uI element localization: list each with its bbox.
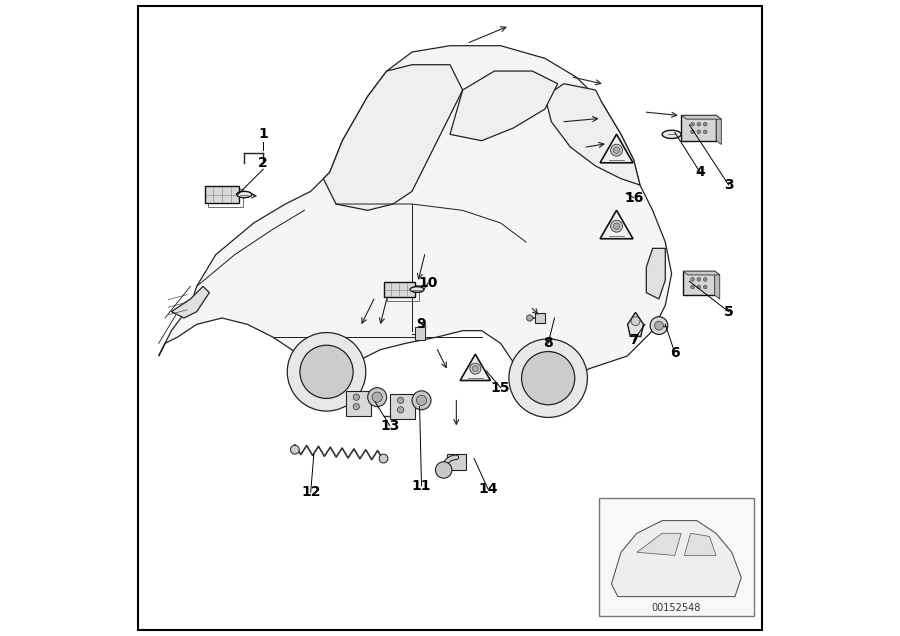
Polygon shape <box>684 534 716 555</box>
Bar <box>346 391 371 416</box>
Polygon shape <box>683 271 720 275</box>
Polygon shape <box>171 286 210 318</box>
Circle shape <box>697 130 701 134</box>
Circle shape <box>697 277 701 281</box>
Circle shape <box>472 366 479 371</box>
Circle shape <box>610 144 623 156</box>
Bar <box>204 186 239 204</box>
Circle shape <box>522 352 575 404</box>
Circle shape <box>470 363 481 374</box>
Circle shape <box>372 392 382 402</box>
Text: 11: 11 <box>412 479 431 493</box>
Text: 9: 9 <box>417 317 427 331</box>
Text: 10: 10 <box>418 276 437 290</box>
Text: 4: 4 <box>695 165 705 179</box>
Text: 15: 15 <box>491 381 510 395</box>
Bar <box>383 282 415 298</box>
Circle shape <box>610 220 623 232</box>
Circle shape <box>412 391 431 410</box>
Polygon shape <box>460 354 491 380</box>
Ellipse shape <box>662 130 681 139</box>
Polygon shape <box>446 454 466 470</box>
Circle shape <box>398 397 404 403</box>
Circle shape <box>300 345 353 398</box>
Polygon shape <box>627 312 644 336</box>
Text: 8: 8 <box>544 336 553 350</box>
Circle shape <box>631 317 640 326</box>
Circle shape <box>690 130 695 134</box>
Text: 6: 6 <box>670 346 680 360</box>
Polygon shape <box>450 71 558 141</box>
Circle shape <box>650 317 668 335</box>
Circle shape <box>508 339 588 417</box>
Text: 16: 16 <box>624 191 644 205</box>
Circle shape <box>417 395 427 405</box>
Polygon shape <box>600 134 633 163</box>
Circle shape <box>379 454 388 463</box>
Circle shape <box>703 285 707 289</box>
Text: 12: 12 <box>301 485 320 499</box>
Text: 1: 1 <box>258 127 268 141</box>
Polygon shape <box>646 248 665 299</box>
Text: 7: 7 <box>629 333 638 347</box>
Bar <box>598 499 754 616</box>
Text: 5: 5 <box>724 305 733 319</box>
Polygon shape <box>600 211 633 238</box>
Text: 13: 13 <box>380 418 400 432</box>
Circle shape <box>526 315 533 321</box>
Text: 00152548: 00152548 <box>652 603 701 613</box>
Circle shape <box>703 130 707 134</box>
Circle shape <box>703 122 707 126</box>
Circle shape <box>353 394 359 400</box>
Text: 14: 14 <box>478 482 498 496</box>
Text: 3: 3 <box>724 178 733 192</box>
Bar <box>390 394 415 419</box>
Polygon shape <box>715 271 720 299</box>
Circle shape <box>436 462 452 478</box>
Bar <box>209 190 243 207</box>
Circle shape <box>291 445 300 454</box>
Bar <box>387 286 419 301</box>
Circle shape <box>613 223 620 230</box>
Polygon shape <box>637 534 681 555</box>
Circle shape <box>654 321 663 330</box>
Circle shape <box>690 285 695 289</box>
Circle shape <box>690 122 695 126</box>
Bar <box>535 313 545 323</box>
Bar <box>681 115 716 141</box>
Circle shape <box>613 147 620 153</box>
Bar <box>415 328 426 340</box>
Circle shape <box>287 333 365 411</box>
Ellipse shape <box>237 191 252 198</box>
Polygon shape <box>681 115 721 119</box>
Text: 2: 2 <box>258 156 268 170</box>
Circle shape <box>703 277 707 281</box>
Circle shape <box>353 403 359 410</box>
Circle shape <box>398 406 404 413</box>
Circle shape <box>697 122 701 126</box>
Polygon shape <box>611 521 742 597</box>
Ellipse shape <box>410 287 424 293</box>
Circle shape <box>690 277 695 281</box>
Polygon shape <box>323 65 463 211</box>
Circle shape <box>697 285 701 289</box>
Polygon shape <box>545 84 640 185</box>
Polygon shape <box>158 46 671 382</box>
Circle shape <box>368 388 387 406</box>
Polygon shape <box>716 115 721 144</box>
Bar <box>683 271 715 295</box>
